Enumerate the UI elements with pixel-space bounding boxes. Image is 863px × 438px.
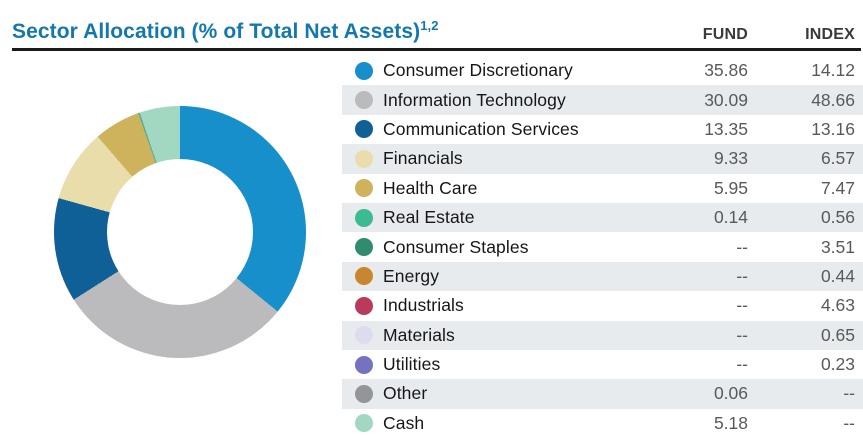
donut-chart: [54, 106, 306, 358]
sector-label: Materials: [383, 324, 455, 345]
page-title: Sector Allocation (% of Total Net Assets…: [12, 18, 658, 44]
sector-label: Information Technology: [383, 89, 566, 110]
fund-value: 35.86: [704, 60, 748, 81]
column-header-fund: FUND: [702, 26, 748, 43]
sector-label: Financials: [383, 148, 463, 169]
sector-label: Real Estate: [383, 207, 475, 228]
table-row: Energy -- 0.44: [342, 261, 863, 292]
legend-dot-icon: [355, 91, 373, 110]
index-value: 3.51: [820, 236, 855, 257]
index-value: 7.47: [820, 177, 855, 198]
index-value: 0.65: [820, 324, 855, 345]
table-row: Other 0.06 --: [342, 379, 863, 409]
legend-dot-icon: [355, 61, 373, 80]
sector-label: Utilities: [383, 354, 441, 375]
index-value: 0.56: [820, 207, 855, 228]
sector-label: Consumer Discretionary: [383, 60, 573, 81]
table-row: Industrials -- 4.63: [342, 291, 863, 320]
table-row: Materials -- 0.65: [342, 320, 863, 350]
panel-header: Sector Allocation (% of Total Net Assets…: [0, 10, 863, 48]
table-row: Information Technology 30.09 48.66: [342, 85, 863, 115]
legend-dot-icon: [355, 149, 373, 168]
sector-label: Communication Services: [383, 118, 579, 139]
legend-dot-icon: [355, 208, 373, 227]
legend-dot-icon: [355, 414, 373, 433]
index-value: 14.12: [811, 60, 855, 81]
legend-dot-icon: [355, 179, 373, 198]
fund-value: 5.18: [713, 412, 748, 433]
legend-dot-icon: [355, 238, 373, 257]
legend-dot-icon: [355, 384, 373, 403]
fund-value: 9.33: [713, 148, 748, 169]
title-footnote-superscript: 1,2: [420, 18, 439, 33]
sector-label: Cash: [383, 412, 425, 433]
index-value: 6.57: [820, 148, 855, 169]
table-row: Consumer Staples -- 3.51: [342, 232, 863, 261]
fund-value: --: [736, 295, 748, 316]
index-value: 0.44: [820, 265, 855, 286]
fund-value: 5.95: [713, 177, 748, 198]
index-value: --: [843, 412, 855, 433]
legend-dot-icon: [355, 267, 373, 286]
table-row: Communication Services 13.35 13.16: [342, 115, 863, 144]
legend-dot-icon: [355, 355, 373, 374]
table-row: Consumer Discretionary 35.86 14.12: [342, 56, 863, 85]
fund-value: 30.09: [704, 89, 748, 110]
legend-dot-icon: [355, 120, 373, 139]
fund-value: 0.06: [713, 383, 748, 404]
fund-value: --: [736, 324, 748, 345]
header-rule: [12, 48, 861, 51]
table-row: Utilities -- 0.23: [342, 350, 863, 379]
table-row: Real Estate 0.14 0.56: [342, 202, 863, 233]
index-value: 4.63: [820, 295, 855, 316]
sector-label: Consumer Staples: [383, 236, 529, 257]
index-value: 0.23: [820, 354, 855, 375]
page-title-text: Sector Allocation (% of Total Net Assets…: [12, 20, 421, 43]
column-header-index: INDEX: [805, 26, 855, 43]
index-value: --: [843, 383, 855, 404]
fund-value: --: [736, 354, 748, 375]
fund-value: --: [736, 265, 748, 286]
table-row: Health Care 5.95 7.47: [342, 174, 863, 203]
donut-hole: [107, 159, 253, 305]
sector-table-body: Consumer Discretionary 35.86 14.12 Infor…: [342, 56, 863, 438]
sector-label: Energy: [383, 265, 440, 286]
sector-label: Other: [383, 383, 428, 404]
index-value: 48.66: [811, 89, 855, 110]
table-row: Financials 9.33 6.57: [342, 144, 863, 174]
sector-label: Industrials: [383, 295, 464, 316]
index-value: 13.16: [811, 118, 855, 139]
legend-dot-icon: [355, 296, 373, 315]
fund-value: 0.14: [713, 207, 748, 228]
legend-dot-icon: [355, 326, 373, 345]
fund-value: --: [736, 236, 748, 257]
fund-value: 13.35: [704, 118, 748, 139]
table-row: Cash 5.18 --: [342, 409, 863, 438]
sector-label: Health Care: [383, 177, 478, 198]
